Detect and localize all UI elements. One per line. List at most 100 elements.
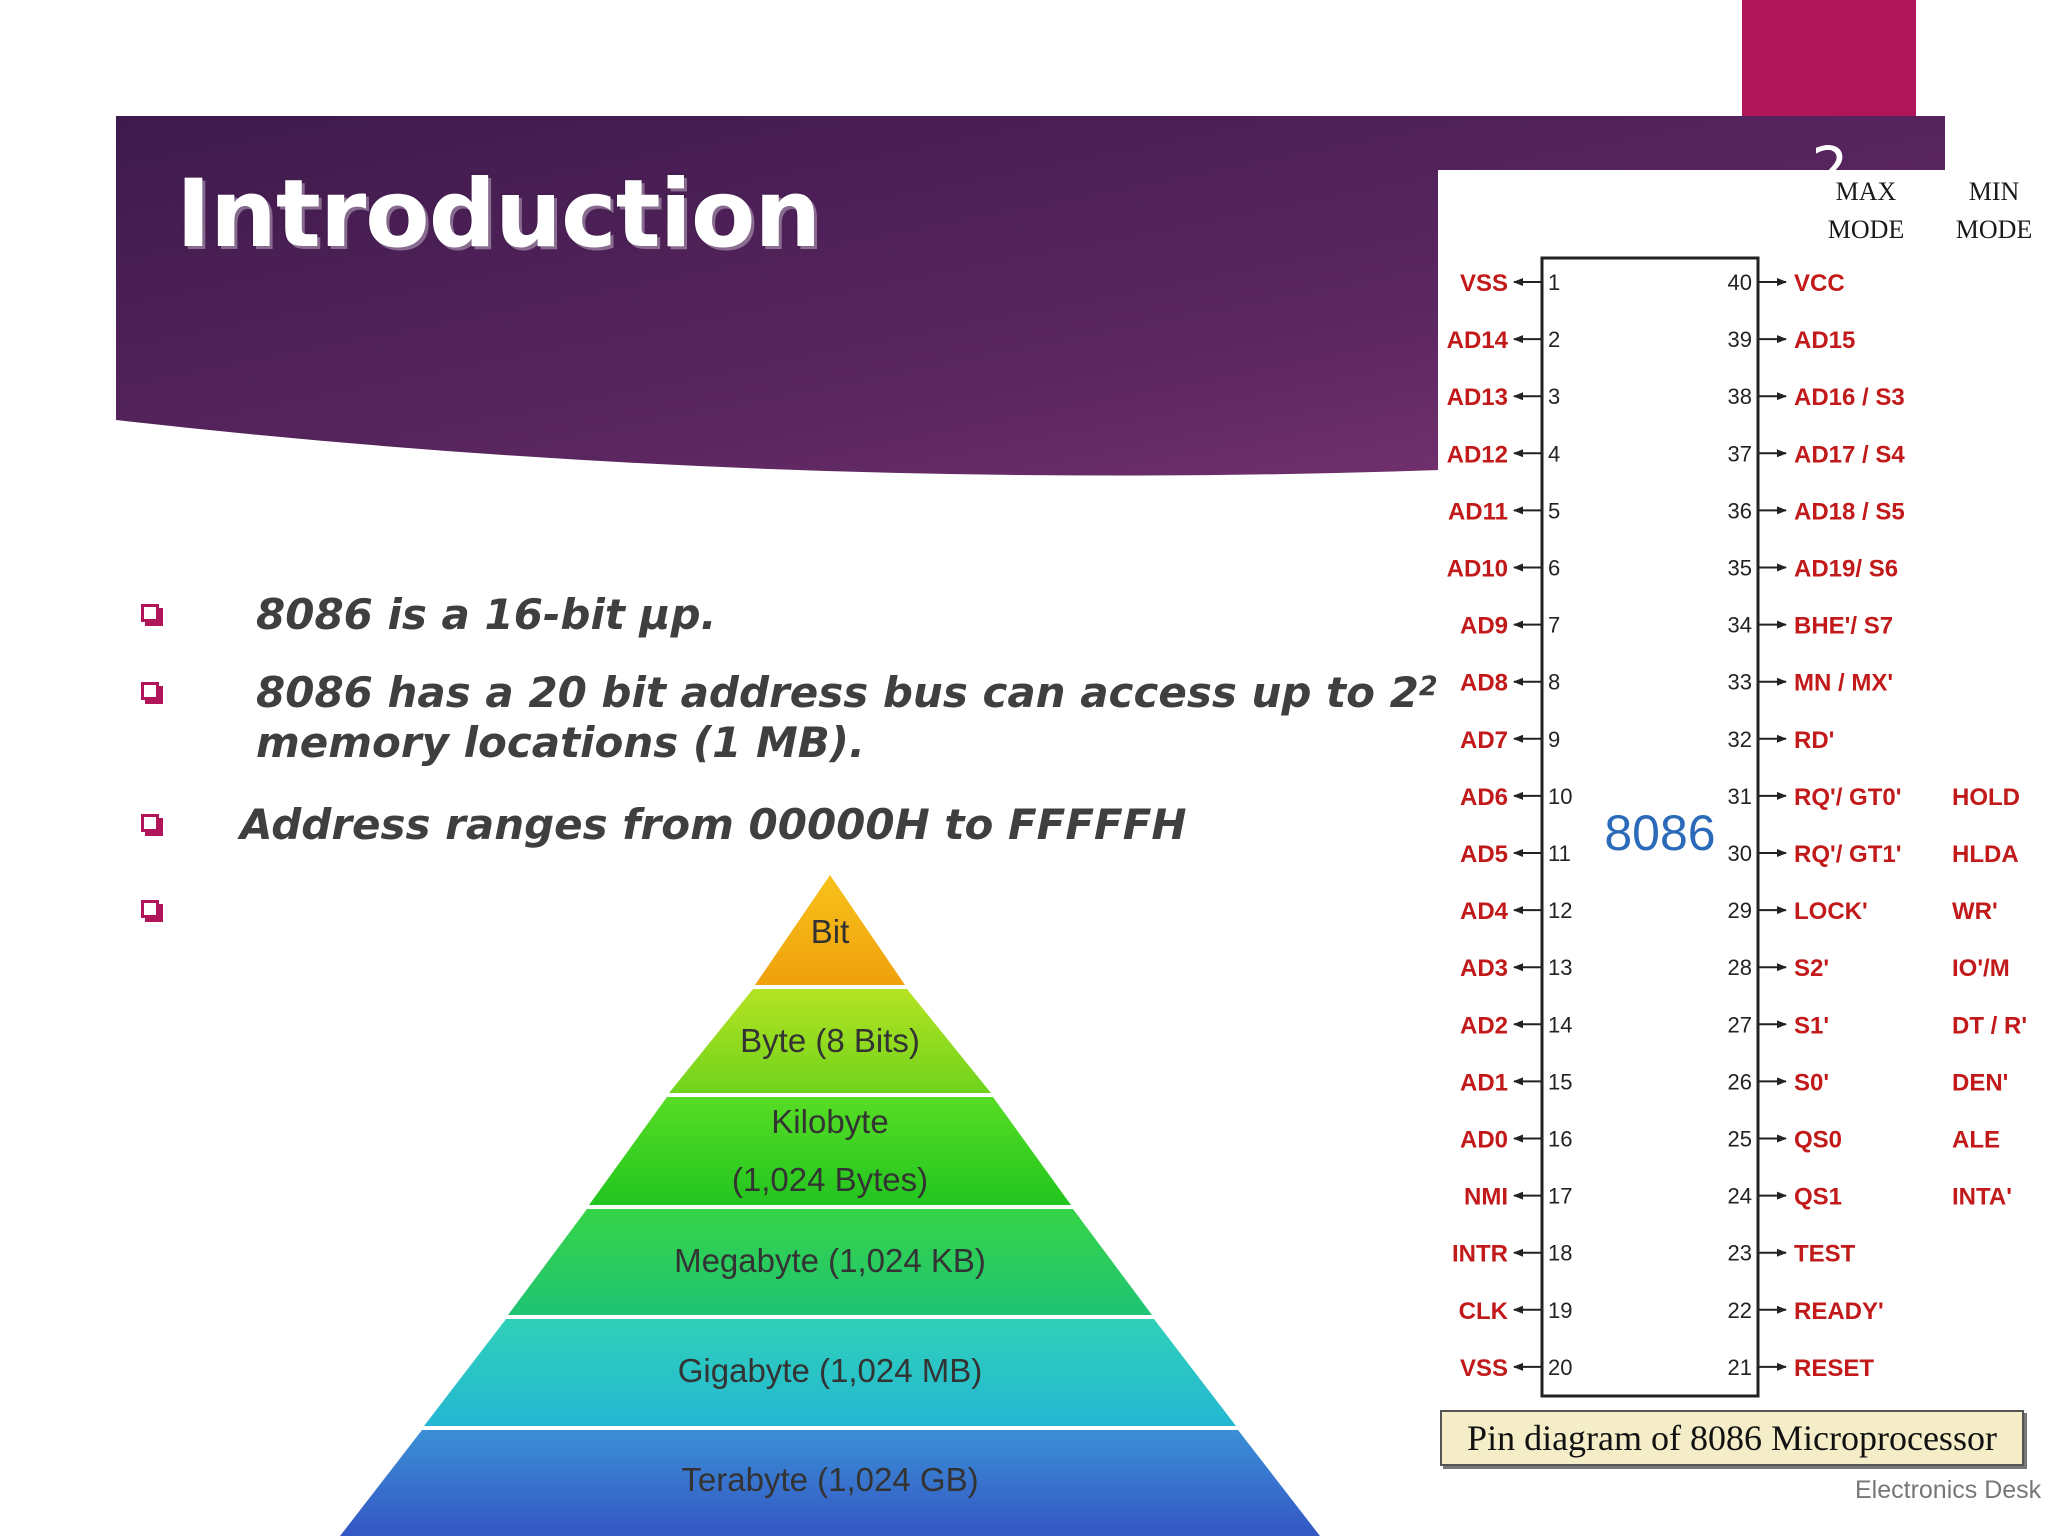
max-mode-header: MAX	[1836, 177, 1897, 206]
max-mode-header: MODE	[1828, 215, 1905, 244]
pin-number: 14	[1548, 1012, 1572, 1037]
pin-number: 19	[1548, 1298, 1572, 1323]
pin-number: 34	[1728, 613, 1752, 638]
pin-label: AD11	[1448, 498, 1508, 525]
pin-number: 18	[1548, 1241, 1572, 1266]
pin-label: RD'	[1794, 727, 1834, 754]
pin-number: 20	[1548, 1355, 1572, 1380]
pin-label: AD16 / S3	[1794, 384, 1905, 411]
pin-number: 31	[1728, 784, 1752, 809]
pin-label: TEST	[1794, 1241, 1856, 1268]
bullet-item	[0, 886, 1400, 946]
pin-label: INTR	[1452, 1241, 1508, 1268]
pyramid-label-megabyte: Megabyte (1,024 KB)	[674, 1242, 986, 1279]
pin-number: 9	[1548, 727, 1560, 752]
pin-min-mode-label: DEN'	[1952, 1069, 2008, 1096]
pin-number: 7	[1548, 613, 1560, 638]
pin-number: 21	[1728, 1355, 1752, 1380]
pin-label: RESET	[1794, 1355, 1874, 1382]
pin-number: 2	[1548, 327, 1560, 352]
pin-label: S1'	[1794, 1012, 1829, 1039]
pyramid-level-byte	[669, 989, 991, 1093]
pin-number: 30	[1728, 841, 1752, 866]
pin-label: AD17 / S4	[1794, 441, 1905, 468]
checkbox-bullet-icon	[141, 682, 159, 700]
bullet-text: 8086 has a 20 bit address bus can access…	[256, 668, 1456, 768]
pin-label: QS1	[1794, 1184, 1842, 1211]
pin-number: 13	[1548, 955, 1572, 980]
pin-number: 1	[1548, 270, 1560, 295]
pin-number: 24	[1728, 1184, 1752, 1209]
pin-label: AD8	[1460, 670, 1508, 697]
page-title: Introduction	[176, 160, 821, 269]
pyramid-label-kilobyte-sub: (1,024 Bytes)	[732, 1161, 928, 1198]
pyramid-label-byte: Byte (8 Bits)	[740, 1022, 920, 1059]
pin-number: 38	[1728, 384, 1752, 409]
pin-number: 22	[1728, 1298, 1752, 1323]
pin-number: 28	[1728, 955, 1752, 980]
chip-label: 8086	[1604, 805, 1715, 861]
checkbox-bullet-icon	[141, 900, 159, 918]
pin-list: 1VSS2AD143AD134AD125AD116AD107AD98AD89AD…	[1447, 270, 2027, 1382]
pin-number: 26	[1728, 1069, 1752, 1094]
pin-min-mode-label: IO'/M	[1952, 955, 2010, 982]
pin-number: 4	[1548, 441, 1560, 466]
pin-label: S2'	[1794, 955, 1829, 982]
chip-body	[1540, 256, 1760, 1398]
pin-min-mode-label: INTA'	[1952, 1184, 2012, 1211]
pin-number: 27	[1728, 1012, 1752, 1037]
pin-number: 6	[1548, 556, 1560, 581]
pin-label: AD1	[1460, 1069, 1508, 1096]
pin-number: 39	[1728, 327, 1752, 352]
pin-label: AD10	[1447, 556, 1508, 583]
pin-number: 33	[1728, 670, 1752, 695]
pin-min-mode-label: WR'	[1952, 898, 1998, 925]
pin-number: 3	[1548, 384, 1560, 409]
pin-label: AD13	[1447, 384, 1508, 411]
pin-label: LOCK'	[1794, 898, 1868, 925]
image-credit: Electronics Desk	[1855, 1476, 2042, 1504]
pin-number: 36	[1728, 498, 1752, 523]
pin-number: 12	[1548, 898, 1572, 923]
pyramid-level-kilobyte	[589, 1097, 1071, 1205]
pin-label: AD7	[1460, 727, 1508, 754]
bullet-item: 8086 is a 16-bit µp.	[0, 590, 1400, 650]
bullet-text: Address ranges from 00000H to FFFFFH	[240, 800, 1187, 849]
pin-number: 15	[1548, 1069, 1572, 1094]
pin-label: VCC	[1794, 270, 1845, 297]
pin-label: AD19/ S6	[1794, 556, 1898, 583]
pin-label: BHE'/ S7	[1794, 613, 1893, 640]
pin-label: RQ'/ GT0'	[1794, 784, 1901, 811]
pin-min-mode-label: HLDA	[1952, 841, 2019, 868]
checkbox-bullet-icon	[141, 604, 159, 622]
pin-label: RQ'/ GT1'	[1794, 841, 1901, 868]
bullet-text-line1: 8086 has a 20 bit address bus can access…	[256, 668, 1419, 717]
pin-label: AD6	[1460, 784, 1508, 811]
bullet-text: 8086 is a 16-bit µp.	[256, 590, 717, 639]
pin-label: AD15	[1794, 327, 1855, 354]
pin-number: 40	[1728, 270, 1752, 295]
pyramid-level-megabyte	[508, 1209, 1152, 1315]
pin-label: AD4	[1460, 898, 1509, 925]
pin-label: READY'	[1794, 1298, 1884, 1325]
pin-label: AD3	[1460, 955, 1508, 982]
min-mode-header: MIN	[1969, 177, 2020, 206]
pin-label: AD14	[1447, 327, 1509, 354]
pin-label: AD18 / S5	[1794, 498, 1905, 525]
pin-label: MN / MX'	[1794, 670, 1893, 697]
pin-label: AD2	[1460, 1012, 1508, 1039]
pin-label: AD12	[1447, 441, 1508, 468]
pin-label: NMI	[1464, 1184, 1508, 1211]
pin-number: 37	[1728, 441, 1752, 466]
pin-number: 5	[1548, 498, 1560, 523]
pyramid-level-bit	[755, 875, 905, 985]
pin-number: 23	[1728, 1241, 1752, 1266]
min-mode-header: MODE	[1956, 215, 2033, 244]
pin-number: 29	[1728, 898, 1752, 923]
pin-min-mode-label: ALE	[1952, 1127, 2000, 1154]
pyramid-label-gigabyte: Gigabyte (1,024 MB)	[678, 1352, 982, 1389]
pyramid-label-terabyte: Terabyte (1,024 GB)	[681, 1461, 978, 1498]
pin-label: VSS	[1460, 270, 1508, 297]
pyramid-label-bit: Bit	[811, 913, 850, 950]
bullet-text-line2: memory locations (1 MB).	[256, 718, 865, 767]
